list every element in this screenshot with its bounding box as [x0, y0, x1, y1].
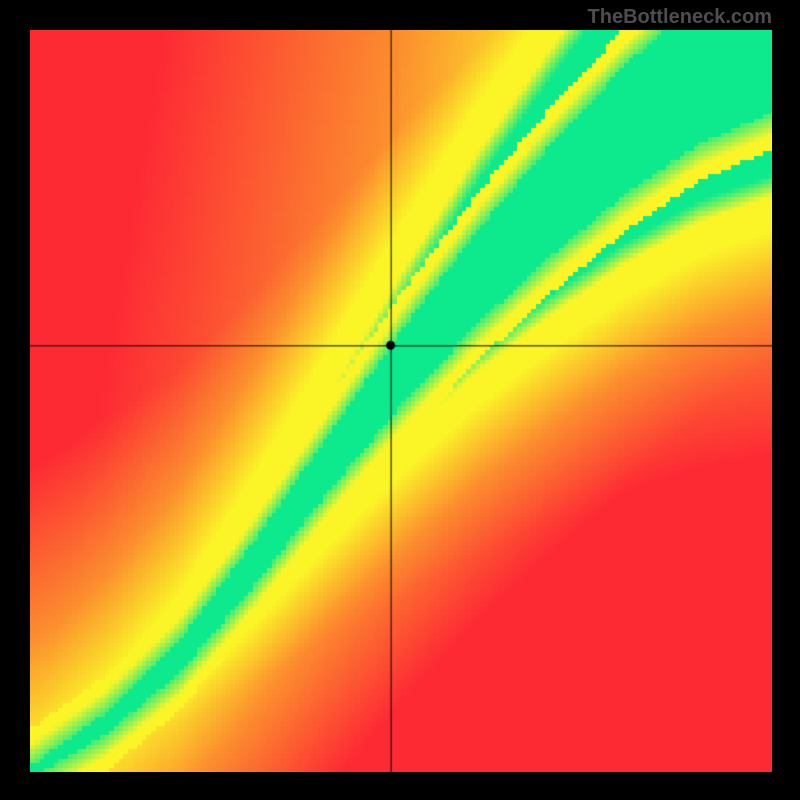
watermark-text: TheBottleneck.com [588, 6, 772, 29]
chart-container: TheBottleneck.com [0, 0, 800, 800]
bottleneck-heatmap [30, 30, 772, 772]
